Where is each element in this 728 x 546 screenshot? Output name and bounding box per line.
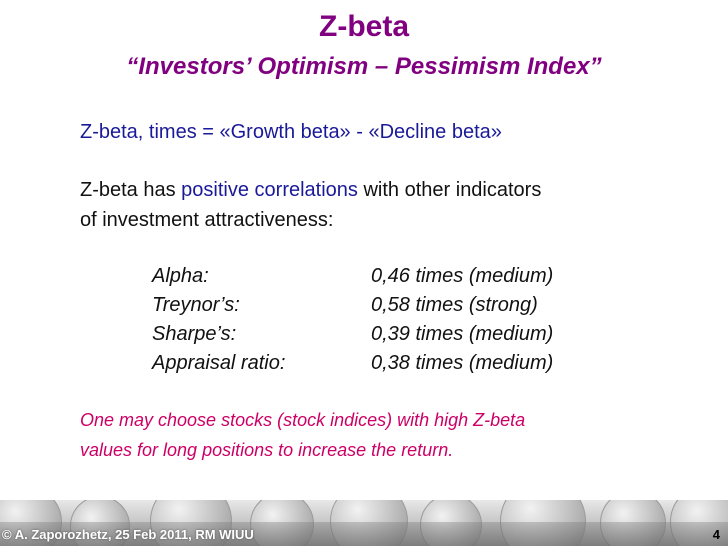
- correlation-statement: Z-beta has positive correlations with ot…: [80, 175, 541, 235]
- correlation-line-1: Z-beta has positive correlations with ot…: [80, 175, 541, 205]
- metric-value: 0,46 times (medium): [371, 265, 554, 287]
- footer-credit: © A. Zaporozhetz, 25 Feb 2011, RM WIUU: [2, 527, 254, 542]
- note-line-1: One may choose stocks (stock indices) wi…: [80, 410, 526, 430]
- metric-value: 0,38 times (medium): [371, 352, 554, 374]
- metric-name: Treynor’s:: [152, 294, 240, 316]
- recommendation-note: One may choose stocks (stock indices) wi…: [80, 405, 525, 465]
- footer-bar: [0, 522, 728, 546]
- metric-row: Appraisal ratio: 0,38 times (medium): [152, 349, 553, 378]
- note-line-2: values for long positions to increase th…: [80, 440, 454, 460]
- correlation-suffix: with other indicators: [357, 179, 542, 201]
- metrics-table: Alpha: 0,46 times (medium) Treynor’s: 0,…: [152, 262, 553, 378]
- slide-title: Z-beta: [319, 10, 409, 43]
- correlation-prefix: Z-beta has: [80, 179, 182, 201]
- page-number: 4: [712, 527, 720, 542]
- metric-value: 0,58 times (strong): [371, 294, 538, 316]
- correlation-line-2: of investment attractiveness:: [80, 209, 334, 231]
- slide-subtitle: “Investors’ Optimism – Pessimism Index”: [126, 53, 602, 80]
- metric-name: Sharpe’s:: [152, 323, 237, 345]
- footer-banner: © A. Zaporozhetz, 25 Feb 2011, RM WIUU 4: [0, 500, 728, 546]
- metric-value: 0,39 times (medium): [371, 323, 554, 345]
- metric-row: Treynor’s: 0,58 times (strong): [152, 291, 553, 320]
- metric-row: Sharpe’s: 0,39 times (medium): [152, 320, 553, 349]
- metric-name: Alpha:: [152, 265, 209, 287]
- metric-name: Appraisal ratio:: [152, 352, 286, 374]
- metric-row: Alpha: 0,46 times (medium): [152, 262, 553, 291]
- zbeta-formula: Z-beta, times = «Growth beta» - «Decline…: [80, 121, 502, 143]
- correlation-keyword: positive correlations: [181, 179, 358, 201]
